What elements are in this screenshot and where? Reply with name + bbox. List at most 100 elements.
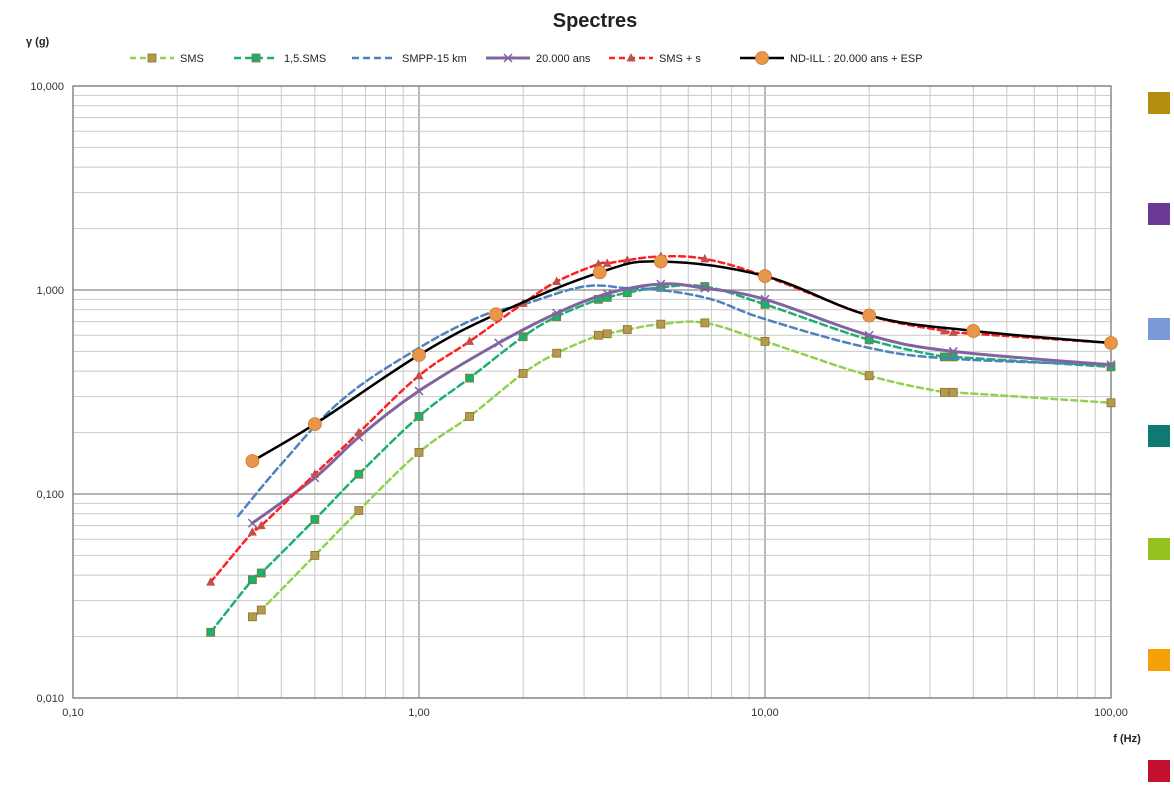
data-point [412, 348, 426, 362]
data-point [414, 447, 424, 457]
data-point [307, 417, 322, 432]
legend-label: SMS + s [659, 53, 701, 65]
data-point [552, 308, 562, 318]
data-point [489, 307, 503, 322]
plot-frame [72, 85, 1112, 699]
y-axis-title: γ (g) [26, 36, 50, 48]
data-point [256, 605, 266, 615]
series-0 [248, 318, 1116, 622]
data-point [656, 279, 666, 289]
data-point [206, 627, 216, 637]
legend-item: SMS [130, 53, 204, 65]
legend-marker [251, 53, 261, 63]
data-point [310, 469, 320, 478]
data-point [1106, 398, 1116, 408]
data-point [948, 387, 958, 397]
data-point [494, 338, 504, 348]
data-point [948, 327, 958, 336]
data-point [592, 265, 607, 280]
data-point [602, 329, 612, 339]
data-point [248, 612, 257, 622]
data-point [206, 577, 216, 586]
data-point [256, 520, 266, 530]
legend: SMS 1,5.SMS SMPP-15 km 20.000 ans SMS + s ND-… [130, 51, 923, 65]
y-tick-label: 0,100 [36, 489, 64, 501]
y-tick-label: 1,000 [36, 285, 64, 297]
data-point [354, 506, 364, 515]
data-point [256, 568, 266, 578]
legend-marker [503, 53, 513, 63]
side-legend-swatch [1148, 318, 1170, 340]
data-point [656, 319, 666, 329]
data-point [414, 386, 424, 396]
legend-item: 1,5.SMS [234, 53, 326, 65]
series-line [251, 320, 1113, 619]
data-point [245, 454, 260, 468]
legend-item: SMPP-15 km [352, 53, 467, 65]
data-point [864, 330, 874, 340]
legend-label: ND-ILL : 20.000 ans + ESP [790, 53, 923, 65]
x-axis-title: f (Hz) [1113, 733, 1141, 745]
chart-title: Spectres [553, 10, 638, 32]
side-legend-swatch [1148, 538, 1170, 560]
legend-marker [147, 53, 157, 63]
legend-label: 20.000 ans [536, 53, 591, 65]
series-layer [206, 251, 1118, 637]
series-line [251, 260, 1113, 463]
data-point [1104, 336, 1118, 350]
legend-label: SMPP-15 km [402, 53, 467, 65]
data-point [602, 289, 612, 299]
legend-item: ND-ILL : 20.000 ans + ESP [740, 51, 923, 65]
side-legend-swatch [1148, 203, 1170, 225]
data-point [247, 518, 257, 528]
data-point [940, 387, 949, 397]
data-point [518, 332, 528, 342]
x-tick-label: 100,00 [1094, 707, 1128, 719]
data-point [354, 427, 364, 437]
data-point [310, 515, 320, 524]
data-point [518, 369, 528, 378]
data-point [864, 371, 874, 381]
data-point [1106, 360, 1116, 370]
data-point [552, 276, 562, 286]
data-point [622, 325, 632, 334]
side-legend-swatch [1148, 649, 1170, 671]
data-point [414, 370, 424, 380]
data-point [465, 336, 475, 345]
x-tick-label: 0,10 [62, 707, 83, 719]
x-tick-label: 10,00 [751, 707, 779, 719]
x-tick-label: 1,00 [408, 707, 429, 719]
series-line [236, 284, 1113, 518]
data-point [248, 575, 257, 585]
legend-marker [755, 51, 769, 65]
data-point [700, 283, 710, 293]
grid [72, 85, 1112, 699]
data-point [414, 412, 424, 421]
data-point [552, 348, 562, 358]
data-point [465, 373, 474, 383]
data-point [700, 318, 710, 328]
y-tick-label: 10,000 [30, 81, 64, 93]
plot-border [72, 85, 1112, 699]
data-point [862, 308, 877, 323]
data-point [948, 346, 958, 356]
data-point [593, 259, 603, 268]
legend-item: 20.000 ans [486, 53, 591, 65]
data-point [760, 336, 770, 346]
legend-label: SMS [180, 53, 204, 65]
data-point [760, 294, 770, 304]
legend-marker [626, 53, 636, 62]
data-point [966, 324, 981, 338]
series-5 [245, 254, 1118, 468]
legend-item: SMS + s [609, 53, 701, 65]
data-point [247, 527, 257, 536]
side-legend-swatch [1148, 760, 1170, 782]
data-point [653, 254, 668, 269]
data-point [310, 551, 320, 560]
data-point [758, 269, 772, 283]
data-point [1106, 362, 1116, 372]
data-point [622, 255, 632, 264]
data-point [939, 325, 949, 335]
data-point [594, 330, 603, 340]
